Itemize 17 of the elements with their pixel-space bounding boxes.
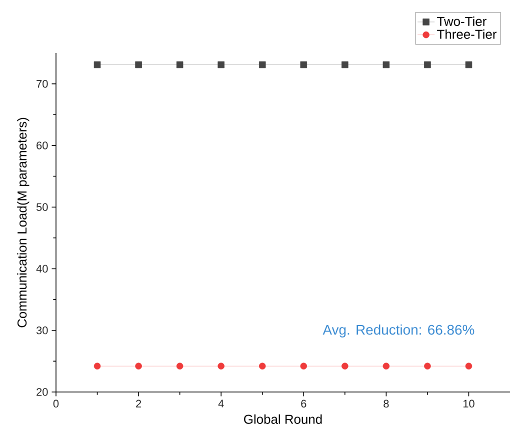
y-tick-label: 20: [36, 388, 48, 396]
x-tick-label: 0: [53, 400, 59, 408]
y-tick-label: 60: [36, 142, 48, 150]
x-tick-label: 8: [384, 400, 389, 408]
y-tick-label: 70: [36, 80, 48, 88]
x-axis-title: Global Round: [244, 414, 322, 424]
annotation: Avg. Reduction: 66.86%: [322, 324, 474, 338]
x-tick-label: 2: [136, 400, 142, 408]
y-tick-label: 50: [36, 203, 48, 211]
x-tick-label: 6: [301, 400, 306, 408]
y-axis-title: Communication Load(M parameters): [17, 118, 30, 328]
y-tick-label: 40: [36, 264, 48, 273]
y-tick-label: 30: [36, 326, 48, 334]
legend-label: Two-Tier: [437, 16, 486, 26]
x-tick-label: 10: [463, 400, 474, 408]
legend-label: Three-Tier: [437, 29, 497, 39]
x-tick-label: 4: [218, 400, 224, 408]
